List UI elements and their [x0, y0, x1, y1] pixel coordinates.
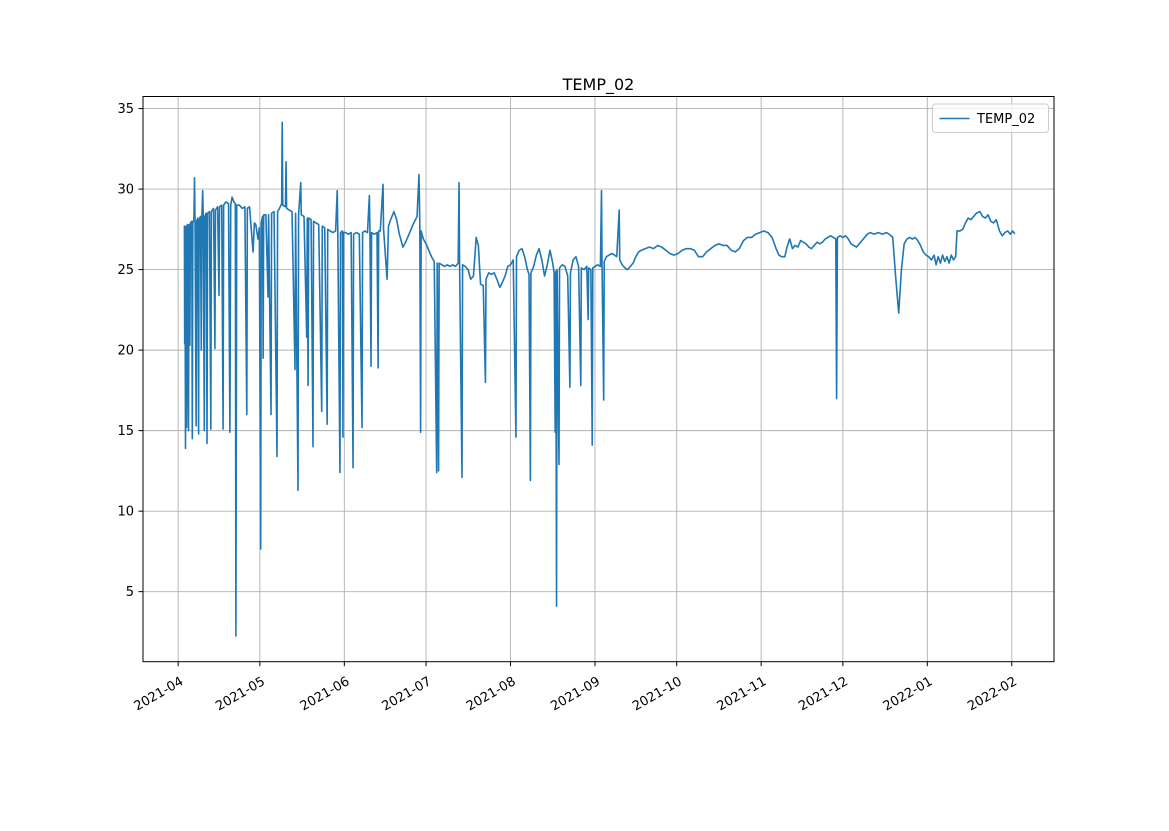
- x-tick-label: 2021-04: [132, 674, 187, 714]
- y-tick-label: 15: [117, 424, 134, 439]
- x-tick-label: 2022-01: [881, 674, 936, 714]
- x-tick-labels: 2021-04 2021-05 2021-06 2021-07 2021-08 2021-…: [132, 674, 1020, 714]
- y-tick-label: 35: [117, 102, 134, 117]
- y-tick-label: 30: [117, 183, 134, 198]
- y-tick-label: 25: [117, 263, 134, 278]
- x-tick-label: 2021-05: [213, 674, 268, 714]
- legend-box: [932, 103, 1049, 133]
- y-tick-label: 10: [117, 505, 134, 520]
- axis-ticks: [138, 108, 1013, 667]
- legend: TEMP_02: [932, 103, 1049, 133]
- x-tick-label: 2021-09: [548, 674, 603, 714]
- x-tick-label: 2021-11: [715, 674, 770, 714]
- series-line-TEMP_02: [183, 121, 1016, 637]
- y-tick-labels: 5 10 15 20 25 30 35: [117, 102, 134, 600]
- grid-lines: [143, 96, 1054, 662]
- y-tick-label: 20: [117, 344, 134, 359]
- chart-title: TEMP_02: [562, 75, 635, 95]
- x-tick-label: 2021-10: [630, 674, 685, 714]
- plot-frame: [142, 96, 1055, 663]
- x-tick-label: 2021-07: [380, 674, 435, 714]
- x-tick-label: 2021-12: [796, 674, 851, 714]
- x-tick-label: 2021-06: [298, 674, 353, 714]
- y-tick-label: 5: [126, 585, 134, 600]
- x-tick-label: 2021-08: [464, 674, 519, 714]
- legend-label: TEMP_02: [976, 112, 1035, 127]
- x-tick-label: 2022-02: [965, 674, 1020, 714]
- data-series: [183, 121, 1016, 637]
